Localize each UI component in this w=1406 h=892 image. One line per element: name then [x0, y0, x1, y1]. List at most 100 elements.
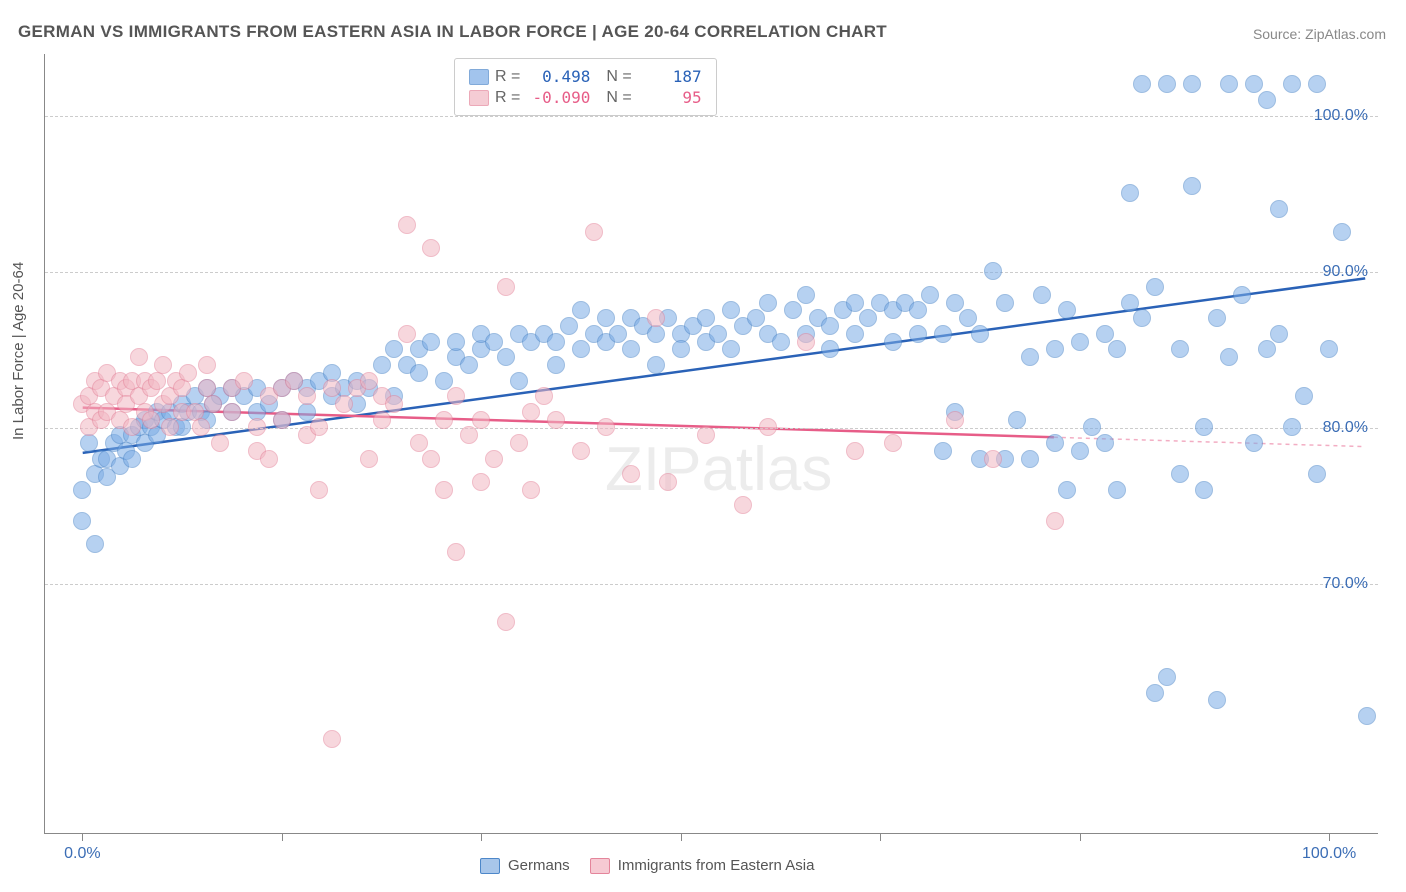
legend-row: R =0.498N =187 — [469, 67, 702, 86]
data-point — [198, 356, 216, 374]
data-point — [547, 333, 565, 351]
data-point — [235, 372, 253, 390]
data-point — [460, 356, 478, 374]
data-point — [1008, 411, 1026, 429]
data-point — [1046, 434, 1064, 452]
data-point — [1058, 301, 1076, 319]
data-point — [1046, 340, 1064, 358]
data-point — [123, 450, 141, 468]
data-point — [1096, 434, 1114, 452]
data-point — [722, 340, 740, 358]
data-point — [435, 481, 453, 499]
data-point — [572, 340, 590, 358]
data-point — [73, 512, 91, 530]
data-point — [547, 356, 565, 374]
data-point — [772, 333, 790, 351]
data-point — [211, 434, 229, 452]
data-point — [585, 223, 603, 241]
data-point — [73, 481, 91, 499]
data-point — [672, 340, 690, 358]
data-point — [1133, 309, 1151, 327]
data-point — [784, 301, 802, 319]
x-tick — [681, 833, 682, 841]
data-point — [1171, 465, 1189, 483]
data-point — [884, 333, 902, 351]
data-point — [984, 262, 1002, 280]
data-point — [80, 434, 98, 452]
data-point — [1071, 442, 1089, 460]
data-point — [179, 364, 197, 382]
data-point — [1320, 340, 1338, 358]
data-point — [510, 372, 528, 390]
data-point — [398, 325, 416, 343]
legend-swatch — [469, 69, 489, 85]
data-point — [447, 387, 465, 405]
data-point — [298, 403, 316, 421]
grid-line — [45, 272, 1378, 273]
data-point — [154, 356, 172, 374]
x-tick — [880, 833, 881, 841]
data-point — [260, 450, 278, 468]
data-point — [385, 395, 403, 413]
data-point — [859, 309, 877, 327]
data-point — [609, 325, 627, 343]
correlation-legend: R =0.498N =187R =-0.090N =95 — [454, 58, 717, 116]
legend-r-label: R = — [495, 89, 520, 107]
data-point — [797, 286, 815, 304]
data-point — [1183, 75, 1201, 93]
data-point — [1208, 691, 1226, 709]
data-point — [1208, 309, 1226, 327]
x-tick — [82, 833, 83, 841]
data-point — [285, 372, 303, 390]
data-point — [1258, 340, 1276, 358]
data-point — [422, 450, 440, 468]
data-point — [909, 301, 927, 319]
data-point — [1233, 286, 1251, 304]
data-point — [560, 317, 578, 335]
y-axis-label: In Labor Force | Age 20-64 — [10, 262, 27, 440]
data-point — [1096, 325, 1114, 343]
data-point — [192, 418, 210, 436]
x-tick-label: 100.0% — [1302, 845, 1356, 863]
data-point — [747, 309, 765, 327]
data-point — [1146, 278, 1164, 296]
data-point — [385, 340, 403, 358]
grid-line — [45, 584, 1378, 585]
data-point — [510, 434, 528, 452]
data-point — [1071, 333, 1089, 351]
data-point — [1258, 91, 1276, 109]
legend-r-value: 0.498 — [532, 67, 590, 86]
data-point — [1195, 418, 1213, 436]
data-point — [734, 496, 752, 514]
data-point — [472, 411, 490, 429]
data-point — [447, 543, 465, 561]
data-point — [422, 333, 440, 351]
data-point — [934, 442, 952, 460]
legend-r-label: R = — [495, 68, 520, 86]
legend-label: Immigrants from Eastern Asia — [618, 857, 815, 874]
data-point — [123, 418, 141, 436]
data-point — [984, 450, 1002, 468]
data-point — [884, 434, 902, 452]
data-point — [1108, 481, 1126, 499]
legend-n-value: 95 — [644, 88, 702, 107]
data-point — [759, 418, 777, 436]
data-point — [572, 301, 590, 319]
data-point — [497, 278, 515, 296]
data-point — [1245, 434, 1263, 452]
x-tick — [481, 833, 482, 841]
data-point — [398, 216, 416, 234]
data-point — [323, 379, 341, 397]
data-point — [846, 442, 864, 460]
data-point — [360, 450, 378, 468]
series-legend: GermansImmigrants from Eastern Asia — [480, 857, 814, 874]
plot-area: ZIPatlas 70.0%80.0%90.0%100.0%0.0%100.0% — [44, 54, 1378, 834]
data-point — [1046, 512, 1064, 530]
data-point — [1158, 75, 1176, 93]
x-tick — [1080, 833, 1081, 841]
data-point — [1270, 325, 1288, 343]
data-point — [1183, 177, 1201, 195]
data-point — [697, 309, 715, 327]
data-point — [1358, 707, 1376, 725]
data-point — [1021, 450, 1039, 468]
